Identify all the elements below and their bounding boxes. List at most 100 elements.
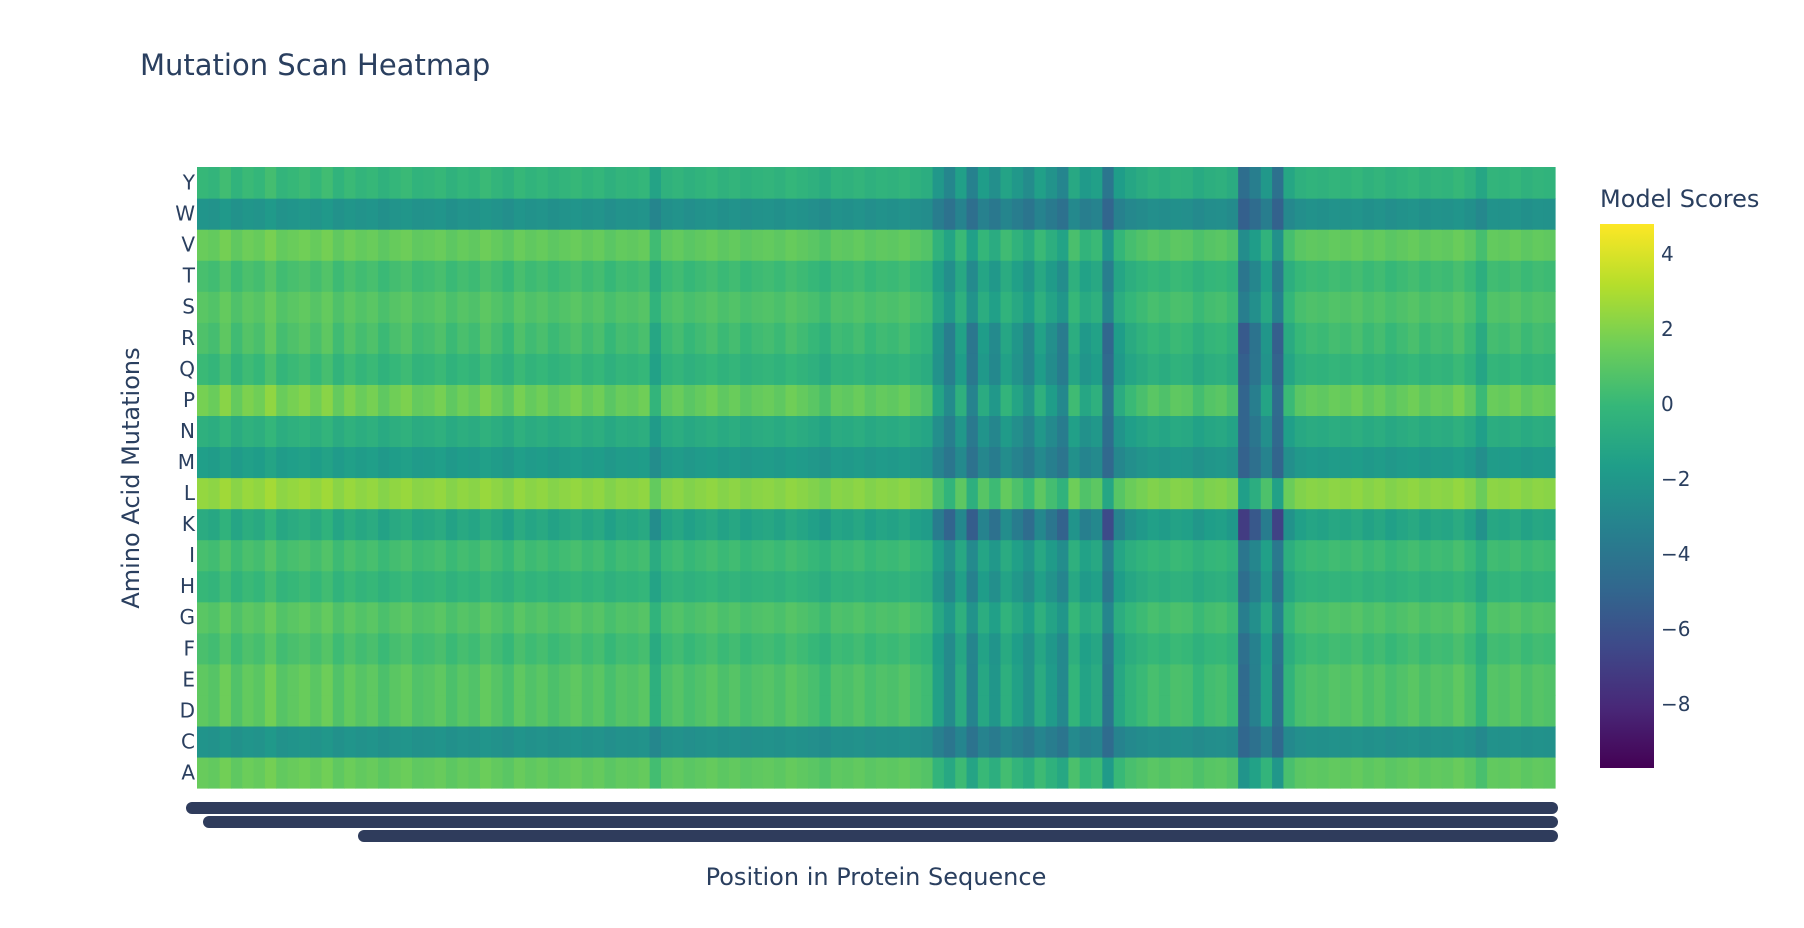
heatmap-cell xyxy=(547,570,560,603)
heatmap-cell xyxy=(208,601,221,634)
heatmap-cell xyxy=(1091,198,1103,230)
heatmap-cell xyxy=(1204,539,1217,572)
heatmap-cell xyxy=(593,508,605,541)
heatmap-cell xyxy=(1215,539,1228,572)
heatmap-cell xyxy=(1407,353,1420,385)
heatmap-cell xyxy=(774,694,787,727)
heatmap-cell xyxy=(683,291,696,323)
heatmap-cell xyxy=(1328,229,1341,261)
heatmap-cell xyxy=(412,570,424,603)
heatmap-cell xyxy=(1328,322,1341,354)
heatmap-cell xyxy=(864,229,877,261)
heatmap-cell xyxy=(842,694,854,727)
heatmap-cell xyxy=(728,415,741,448)
heatmap-cell xyxy=(672,353,685,385)
heatmap-cell xyxy=(808,198,821,230)
heatmap-cell xyxy=(1306,632,1318,665)
heatmap-cell xyxy=(1181,725,1194,758)
heatmap-cell xyxy=(694,694,707,727)
heatmap-cell xyxy=(706,663,719,696)
heatmap-cell xyxy=(344,167,357,199)
heatmap-cell xyxy=(445,384,458,416)
heatmap-cell xyxy=(1068,260,1081,292)
heatmap-cell xyxy=(1079,756,1092,789)
heatmap-cell xyxy=(1113,725,1126,758)
heatmap-cell xyxy=(1543,632,1556,665)
heatmap-cell xyxy=(1521,167,1533,199)
heatmap-cell xyxy=(762,167,775,199)
heatmap-cell xyxy=(468,539,481,572)
heatmap-cell xyxy=(389,756,402,789)
heatmap-cell xyxy=(298,291,311,323)
heatmap-cell xyxy=(434,477,447,510)
heatmap-cell xyxy=(796,260,809,292)
heatmap-cell xyxy=(457,725,470,758)
heatmap-cell xyxy=(638,756,651,789)
heatmap-cell xyxy=(909,229,922,261)
heatmap-cell xyxy=(1543,694,1556,727)
heatmap-cell xyxy=(966,694,979,727)
heatmap-cell xyxy=(1385,384,1398,416)
heatmap-cell xyxy=(1294,725,1307,758)
heatmap-cell xyxy=(366,446,379,479)
heatmap-cell xyxy=(1181,229,1194,261)
heatmap-cell xyxy=(1543,384,1556,416)
heatmap-cell xyxy=(321,260,334,292)
heatmap-cell xyxy=(989,477,1002,510)
heatmap-cell xyxy=(1136,756,1149,789)
heatmap-cell xyxy=(785,477,798,510)
heatmap-cell xyxy=(1136,229,1149,261)
heatmap-cell xyxy=(1464,415,1477,448)
heatmap-cell xyxy=(1068,353,1081,385)
heatmap-cell xyxy=(1419,198,1432,230)
heatmap-cell xyxy=(298,260,311,292)
heatmap-cell xyxy=(1317,477,1330,510)
heatmap-cell xyxy=(740,384,753,416)
heatmap-cell xyxy=(1407,198,1420,230)
heatmap-cell xyxy=(830,694,843,727)
heatmap-cell xyxy=(1306,167,1318,199)
heatmap-cell xyxy=(1317,260,1330,292)
heatmap-cell xyxy=(570,632,583,665)
heatmap-cell xyxy=(943,663,956,696)
heatmap-cell xyxy=(604,384,617,416)
heatmap-cell xyxy=(1283,725,1296,758)
heatmap-cell xyxy=(1000,694,1013,727)
heatmap-cell xyxy=(1509,694,1522,727)
heatmap-cell xyxy=(1023,167,1036,199)
heatmap-cell xyxy=(298,632,311,665)
heatmap-cell xyxy=(1249,167,1262,199)
heatmap-cell xyxy=(672,322,685,354)
heatmap-cell xyxy=(559,539,572,572)
heatmap-cell xyxy=(898,260,911,292)
heatmap-cell xyxy=(1317,632,1330,665)
heatmap-cell xyxy=(1226,508,1239,541)
heatmap-cell xyxy=(604,570,617,603)
heatmap-cell xyxy=(378,477,390,510)
heatmap-cell xyxy=(649,198,662,230)
heatmap-cell xyxy=(728,632,741,665)
heatmap-cell xyxy=(694,167,707,199)
heatmap-cell xyxy=(536,291,549,323)
heatmap-cell xyxy=(332,663,345,696)
heatmap-cell xyxy=(253,508,266,541)
heatmap-cell xyxy=(1328,446,1341,479)
heatmap-cell xyxy=(1192,167,1205,199)
heatmap-cell xyxy=(1124,415,1137,448)
heatmap-cell xyxy=(683,260,696,292)
heatmap-cell xyxy=(434,632,447,665)
heatmap-cell xyxy=(1498,570,1511,603)
heatmap-cell xyxy=(1407,260,1420,292)
heatmap-cell xyxy=(762,415,775,448)
colorbar-tick-label: −4 xyxy=(1661,542,1690,566)
heatmap-cell xyxy=(1373,570,1386,603)
heatmap-cell xyxy=(310,632,323,665)
heatmap-cell xyxy=(332,601,345,634)
heatmap-cell xyxy=(717,694,730,727)
heatmap-cell xyxy=(287,570,300,603)
heatmap-cell xyxy=(932,167,945,199)
heatmap-cell xyxy=(1441,229,1454,261)
heatmap-cell xyxy=(366,539,379,572)
heatmap-cell xyxy=(1306,601,1318,634)
